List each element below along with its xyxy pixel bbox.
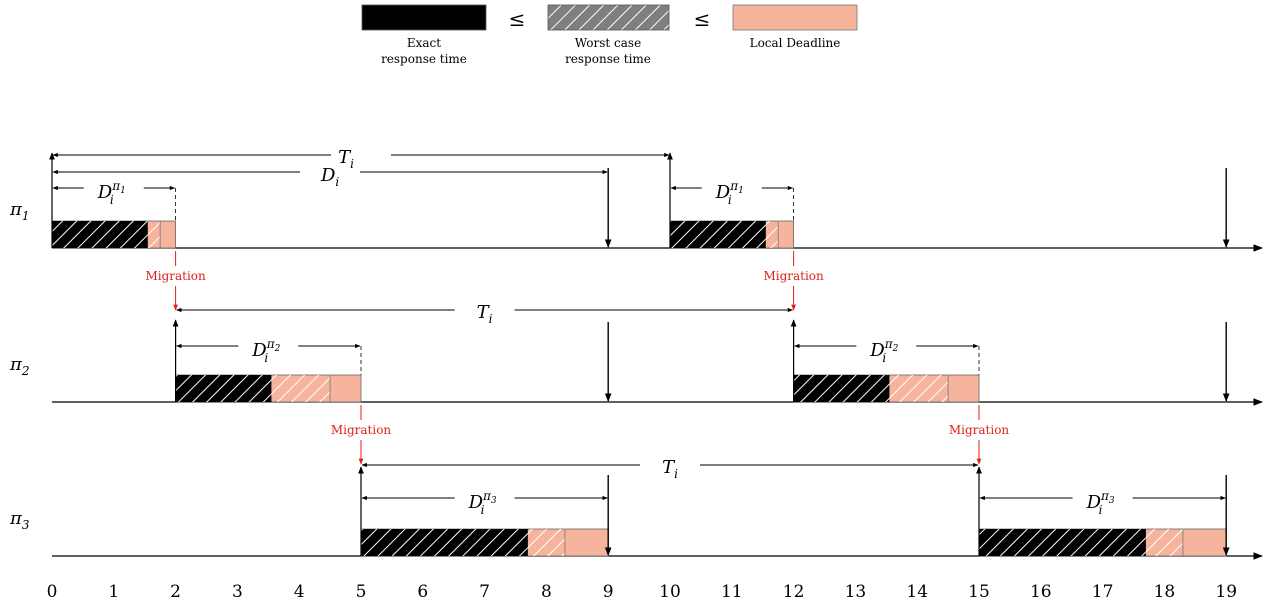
processor-labels: π1 π2 π3: [9, 199, 30, 532]
legend: ≤ ≤ Exact response time Worst case respo…: [361, 4, 858, 66]
migration-label: Migration: [145, 269, 206, 283]
x-tick-label: 1: [108, 582, 119, 602]
x-tick-label: 9: [603, 582, 614, 602]
period-label: Ti: [338, 147, 354, 171]
local-deadline-label: Dπ3 i: [1086, 489, 1115, 517]
x-tick-label: 11: [721, 582, 743, 602]
x-tick-label: 0: [47, 582, 58, 602]
legend-deadline-line1: Local Deadline: [750, 36, 841, 50]
exact-response-hatch: [52, 221, 148, 248]
legend-worst-line2: response time: [565, 52, 651, 66]
local-deadline-label: Dπ2 i: [251, 337, 280, 365]
processor-label-2: π2: [9, 354, 29, 378]
processor-label-3: π3: [9, 508, 30, 532]
x-tick-label: 4: [294, 582, 305, 602]
x-tick-label: 13: [845, 582, 867, 602]
x-tick-label: 6: [417, 582, 428, 602]
x-tick-label: 16: [1030, 582, 1052, 602]
legend-leq-1: ≤: [509, 7, 526, 31]
legend-exact-line2: response time: [381, 52, 467, 66]
processor-label-1: π1: [9, 199, 29, 223]
x-tick-label: 18: [1154, 582, 1176, 602]
x-tick-label: 2: [170, 582, 181, 602]
local-deadline-label: Dπ1 i: [715, 179, 744, 207]
x-tick-label: 8: [541, 582, 552, 602]
local-deadline-label: Dπ3 i: [468, 489, 497, 517]
x-tick-label: 15: [968, 582, 990, 602]
legend-exact-line1: Exact: [407, 36, 441, 50]
migration-label: Migration: [763, 269, 824, 283]
x-tick-label: 7: [479, 582, 490, 602]
x-tick-label: 19: [1215, 582, 1237, 602]
x-tick-label: 12: [783, 582, 805, 602]
legend-worst-line1: Worst case: [575, 36, 641, 50]
x-axis-ticks: 0 1 2 3 4 5 6 7 8 9 10 11 12 13 14 15 16 17 18 19: [47, 582, 1237, 602]
x-tick-label: 10: [659, 582, 681, 602]
local-deadline-label: Dπ1 i: [97, 179, 126, 207]
deadline-label: Di: [320, 165, 339, 189]
exact-response-hatch: [175, 375, 272, 402]
exact-response-hatch: [979, 529, 1146, 556]
period-label: Ti: [662, 457, 678, 481]
legend-swatch-deadline: [732, 4, 858, 31]
local-deadline-label: Dπ2 i: [869, 337, 898, 365]
exact-response-hatch: [793, 375, 890, 402]
period-label: Ti: [477, 302, 493, 326]
exact-response-hatch: [361, 529, 528, 556]
x-tick-label: 3: [232, 582, 243, 602]
x-tick-label: 5: [356, 582, 367, 602]
legend-swatch-worst: [547, 4, 670, 31]
migration-label: Migration: [331, 423, 392, 437]
legend-leq-2: ≤: [694, 7, 711, 31]
legend-swatch-exact: [361, 4, 487, 31]
x-tick-label: 17: [1092, 582, 1114, 602]
exact-response-hatch: [670, 221, 766, 248]
migration-label: Migration: [949, 423, 1010, 437]
x-tick-label: 14: [906, 582, 928, 602]
